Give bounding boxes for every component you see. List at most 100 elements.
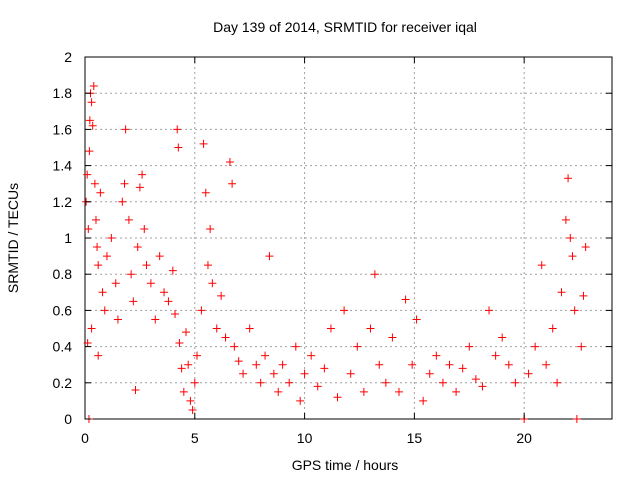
data-point xyxy=(197,306,206,315)
data-point xyxy=(291,342,300,351)
data-point xyxy=(175,338,184,347)
data-point xyxy=(228,179,237,188)
data-point xyxy=(265,252,274,261)
data-point xyxy=(225,157,234,166)
data-point xyxy=(83,170,92,179)
data-point xyxy=(366,324,375,333)
data-point xyxy=(89,81,98,90)
data-point xyxy=(572,415,581,423)
data-point xyxy=(274,387,283,396)
data-point xyxy=(124,215,133,224)
y-tick-label: 0.6 xyxy=(53,302,73,318)
data-point xyxy=(171,310,180,319)
data-point xyxy=(146,279,155,288)
data-point xyxy=(458,364,467,373)
y-axis-label: SRMTID / TECUs xyxy=(5,183,21,293)
data-point xyxy=(113,315,122,324)
data-point xyxy=(212,324,221,333)
data-point xyxy=(118,197,127,206)
data-point xyxy=(155,252,164,261)
data-point xyxy=(542,360,551,369)
data-point xyxy=(340,306,349,315)
data-point xyxy=(239,369,248,378)
data-point xyxy=(93,243,102,252)
data-point xyxy=(100,306,109,315)
data-point xyxy=(498,333,507,342)
data-point xyxy=(432,351,441,360)
plot-frame xyxy=(84,56,613,420)
data-point xyxy=(561,215,570,224)
data-point xyxy=(577,342,586,351)
data-point xyxy=(566,234,575,242)
data-point xyxy=(313,382,322,391)
data-point xyxy=(300,369,309,378)
data-point xyxy=(135,183,144,192)
data-point xyxy=(511,378,520,387)
data-point xyxy=(234,357,243,366)
data-point xyxy=(252,360,261,369)
data-point xyxy=(203,261,212,270)
data-point xyxy=(208,279,217,288)
data-point xyxy=(245,324,254,333)
data-point xyxy=(173,125,182,134)
y-tick-label: 1.2 xyxy=(53,194,73,210)
data-point xyxy=(94,351,103,360)
data-point xyxy=(346,369,355,378)
data-point xyxy=(111,279,120,288)
data-point xyxy=(164,297,173,306)
data-point xyxy=(445,360,454,369)
data-point xyxy=(127,270,136,279)
data-point xyxy=(142,261,151,270)
data-point xyxy=(388,333,397,342)
data-point xyxy=(87,98,96,107)
data-point xyxy=(102,252,111,261)
data-point xyxy=(217,291,226,300)
x-axis-label: GPS time / hours xyxy=(292,457,399,473)
data-point xyxy=(579,291,588,300)
data-point xyxy=(465,342,474,351)
data-point xyxy=(188,405,197,414)
data-point xyxy=(296,396,305,405)
data-point xyxy=(581,243,590,252)
data-point xyxy=(261,351,270,360)
y-tick-label: 1 xyxy=(64,230,72,246)
y-tick-label: 0.2 xyxy=(53,375,73,391)
data-point xyxy=(381,378,390,387)
data-point xyxy=(129,297,138,306)
data-point xyxy=(140,224,149,233)
data-point xyxy=(333,393,342,402)
data-point xyxy=(531,342,540,351)
data-point xyxy=(133,243,142,252)
data-point xyxy=(471,375,480,384)
data-point xyxy=(88,121,97,130)
data-point xyxy=(553,378,562,387)
data-point xyxy=(452,387,461,396)
y-tick-label: 0 xyxy=(64,411,72,427)
data-point xyxy=(138,170,147,179)
data-point xyxy=(121,125,130,134)
data-point xyxy=(524,369,533,378)
data-point xyxy=(174,143,183,152)
data-point xyxy=(568,252,577,261)
axis-ticks: 00.20.40.60.811.21.41.61.820 5 10 15 20 xyxy=(53,49,612,446)
data-point xyxy=(192,351,201,360)
data-point xyxy=(370,270,379,279)
data-point xyxy=(107,234,116,242)
y-tick-label: 1.4 xyxy=(53,158,73,174)
data-point xyxy=(90,179,99,188)
data-point xyxy=(285,378,294,387)
data-point xyxy=(278,360,287,369)
y-tick-label: 2 xyxy=(64,49,72,65)
data-point xyxy=(478,382,487,391)
data-point xyxy=(320,364,329,373)
data-point xyxy=(179,387,188,396)
data-point xyxy=(326,324,335,333)
x-tick-label: 5 xyxy=(191,430,199,446)
data-point xyxy=(395,387,404,396)
data-points xyxy=(82,81,590,423)
data-point xyxy=(425,369,434,378)
data-point xyxy=(199,139,208,148)
data-point xyxy=(408,360,417,369)
x-tick-label: 10 xyxy=(297,430,313,446)
